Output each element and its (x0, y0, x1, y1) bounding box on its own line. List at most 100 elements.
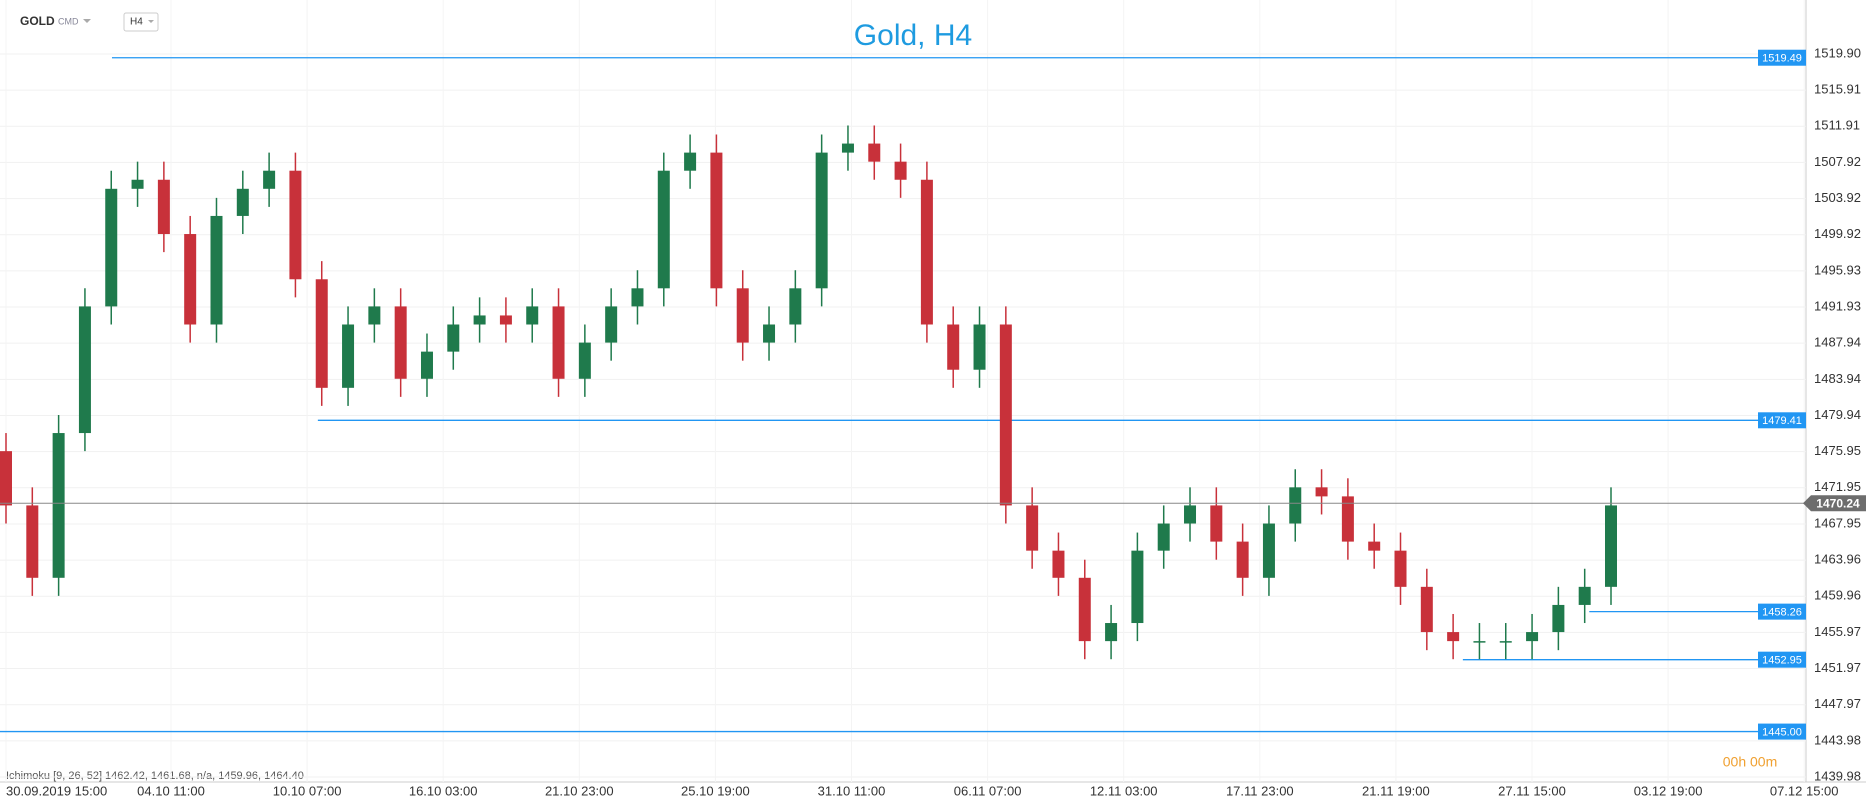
candle-body (1157, 523, 1170, 551)
candle-body (710, 152, 723, 289)
y-tick-label: 1503.92 (1814, 190, 1861, 205)
x-tick-label: 12.11 03:00 (1090, 783, 1158, 798)
candle-body (368, 306, 381, 325)
candle-body (736, 288, 749, 343)
level-label: 1445.00 (1762, 726, 1802, 738)
x-tick-label: 03.12 19:00 (1634, 783, 1703, 798)
candle-body (1078, 577, 1091, 642)
candle-body (841, 143, 854, 153)
level-label: 1452.95 (1762, 655, 1802, 667)
candle-body (78, 306, 91, 434)
level-label-box (1758, 651, 1806, 668)
timeframe[interactable]: H4 (130, 17, 143, 28)
candle-body (657, 170, 670, 289)
candle-body (920, 179, 933, 325)
x-tick-label: 07.12 15:00 (1770, 783, 1839, 798)
candle-body (1236, 541, 1249, 578)
current-price-box (1803, 495, 1866, 512)
level-label: 1458.26 (1762, 607, 1802, 619)
candle-body (1341, 496, 1354, 542)
candle-body (315, 279, 328, 388)
level-label-box (1758, 603, 1806, 620)
candle-body (1052, 550, 1065, 578)
candle-body (1552, 604, 1565, 633)
y-tick-label: 1487.94 (1814, 335, 1861, 350)
candle-body (157, 179, 170, 235)
y-tick-label: 1463.96 (1814, 552, 1861, 567)
candle-body (1026, 505, 1039, 551)
candle-body (605, 306, 618, 343)
candle-body (815, 152, 828, 289)
candle-body (473, 315, 486, 325)
candle-body (578, 342, 591, 379)
indicator-legend[interactable]: Ichimoku [9, 26, 52] 1462.42, 1461.68, n… (6, 770, 304, 782)
candle-body (1368, 541, 1381, 551)
y-tick-label: 1491.93 (1814, 298, 1861, 313)
timeframe-button[interactable] (123, 12, 159, 32)
y-tick-label: 1483.94 (1814, 371, 1861, 386)
candle-body (868, 143, 881, 162)
candle-body (894, 161, 907, 180)
candle-body (394, 306, 407, 379)
y-tick-label: 1495.93 (1814, 262, 1861, 277)
candle-body (1210, 505, 1223, 542)
candle-body (973, 324, 986, 370)
candle-body (1184, 505, 1197, 524)
candle-body (289, 170, 302, 280)
y-tick-label: 1507.92 (1814, 154, 1861, 169)
candle-body (684, 152, 697, 171)
candle-body (526, 306, 539, 325)
x-tick-label: 30.09.2019 15:00 (6, 783, 107, 798)
y-tick-label: 1475.95 (1814, 443, 1861, 458)
y-tick-label: 1451.97 (1814, 660, 1861, 675)
y-tick-label: 1447.97 (1814, 696, 1861, 711)
y-tick-label: 1459.96 (1814, 588, 1861, 603)
candle-body (552, 306, 565, 379)
market: CMD (58, 16, 79, 26)
level-label: 1519.49 (1762, 53, 1802, 65)
candle-body (1473, 641, 1486, 643)
candle-body (789, 288, 802, 325)
candle-body (26, 505, 39, 578)
chart-title: Gold, H4 (854, 19, 972, 52)
x-tick-label: 17.11 23:00 (1226, 783, 1294, 798)
x-tick-label: 06.11 07:00 (954, 783, 1022, 798)
candle-body (1105, 623, 1118, 642)
dropdown-arrow[interactable] (83, 19, 91, 23)
candle-body (1315, 487, 1328, 497)
y-tick-label: 1479.94 (1814, 407, 1861, 422)
candle-body (1447, 632, 1460, 642)
level-label-box (1758, 723, 1806, 740)
candle-body (263, 170, 276, 189)
candle-body (763, 324, 776, 343)
x-tick-label: 27.11 15:00 (1498, 783, 1566, 798)
candle-body (0, 451, 12, 506)
candle-body (1605, 505, 1617, 587)
y-tick-label: 1519.90 (1814, 45, 1861, 60)
y-tick-label: 1443.98 (1814, 732, 1861, 747)
dropdown-arrow (148, 20, 154, 23)
current-price-label: 1470.24 (1816, 496, 1860, 510)
candle-body (210, 215, 223, 325)
level-label: 1479.41 (1762, 415, 1802, 427)
candle-body (447, 324, 460, 352)
candle-body (1394, 550, 1407, 587)
bar-timer: 00h 00m (1723, 754, 1777, 770)
x-tick-label: 21.11 19:00 (1362, 783, 1430, 798)
candle-body (1578, 586, 1591, 605)
candle-body (52, 433, 65, 578)
candle-body (1131, 550, 1144, 624)
candle-body (131, 179, 144, 189)
y-tick-label: 1467.95 (1814, 515, 1861, 530)
y-tick-label: 1515.91 (1814, 82, 1861, 97)
level-label-box (1758, 412, 1806, 429)
candle-body (1289, 487, 1302, 524)
candle-body (105, 188, 118, 307)
y-tick-label: 1455.97 (1814, 624, 1861, 639)
candle-body (1526, 632, 1539, 642)
candle-body (184, 234, 197, 325)
symbol[interactable]: GOLD (20, 14, 55, 28)
y-tick-label: 1439.98 (1814, 768, 1861, 783)
